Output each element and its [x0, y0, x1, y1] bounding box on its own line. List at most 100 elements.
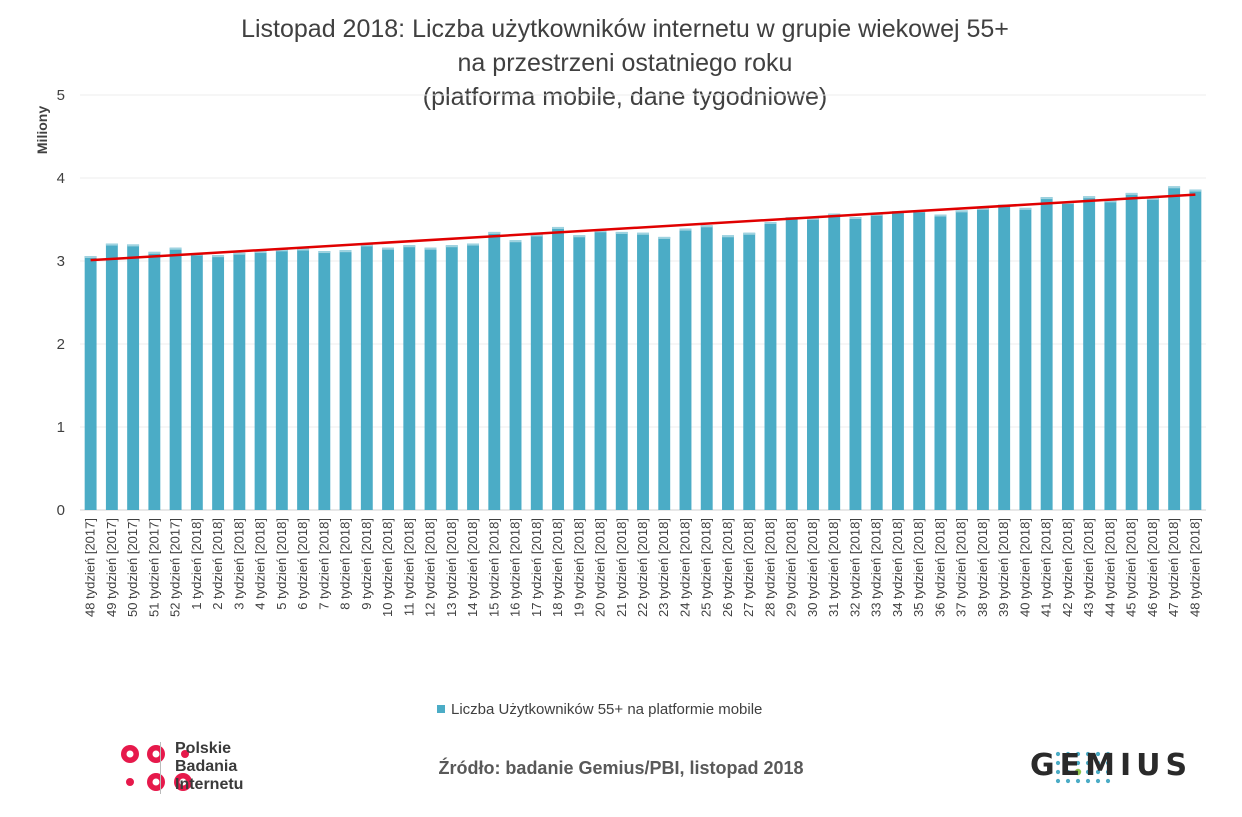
gemius-dot	[1074, 768, 1082, 776]
bar	[297, 248, 310, 511]
legend-label: Liczba Użytkowników 55+ na platformie mo…	[451, 700, 763, 718]
x-tick-label: 26 tydzień [2018]	[720, 518, 735, 617]
chart-plot: 0 1 2 3 4 5 48 tydzień [2017] 49 tydzień [2017…	[34, 87, 1206, 617]
x-tick-label: 45 tydzień [2018]	[1124, 518, 1139, 617]
x-tick-label: 48 tydzień [2017]	[83, 518, 98, 617]
bar	[382, 247, 395, 510]
bar	[870, 213, 883, 510]
x-tick-label: 42 tydzień [2018]	[1060, 518, 1075, 617]
gemius-dot	[1065, 751, 1071, 757]
bar-top-highlight	[1040, 197, 1053, 200]
x-tick-label: 52 tydzień [2017]	[168, 518, 183, 617]
bar	[615, 231, 628, 510]
x-tick-label: 6 tydzień [2018]	[295, 518, 310, 610]
x-tick-label: 1 tydzień [2018]	[189, 518, 204, 610]
gemius-dot	[1055, 760, 1061, 766]
bar-top-highlight	[573, 235, 586, 238]
bar-top-highlight	[594, 230, 607, 233]
gemius-dot	[1105, 751, 1111, 757]
gemius-dot	[1065, 778, 1071, 784]
x-tick-label: 23 tydzień [2018]	[656, 518, 671, 617]
bar	[849, 217, 862, 510]
bar-top-highlight	[658, 236, 671, 239]
bar	[722, 235, 734, 510]
y-tick-label: 1	[57, 419, 65, 436]
bar	[530, 234, 543, 510]
bar-top-highlight	[318, 251, 331, 254]
bar	[998, 204, 1011, 510]
bar-top-highlight	[467, 243, 479, 246]
x-tick-label: 12 tydzień [2018]	[423, 518, 438, 617]
bar-top-highlight	[275, 249, 288, 252]
bar-top-highlight	[1125, 192, 1138, 195]
x-tick-label: 49 tydzień [2017]	[104, 518, 119, 617]
bar-top-highlight	[105, 243, 118, 246]
bar	[955, 210, 968, 510]
y-tick-label: 0	[57, 502, 65, 519]
bar	[424, 247, 437, 510]
bar	[1146, 197, 1159, 511]
gemius-dots-icon	[1055, 751, 1111, 784]
gemius-dot	[1105, 769, 1111, 775]
bar	[445, 245, 458, 511]
bar-top-highlight	[509, 240, 522, 243]
bar	[1040, 197, 1053, 510]
bar-top-highlight	[445, 245, 458, 248]
bar-top-highlight	[722, 235, 734, 238]
x-tick-label: 15 tydzień [2018]	[486, 518, 501, 617]
bar	[1104, 200, 1117, 510]
y-tick-label: 5	[57, 87, 65, 104]
x-tick-label: 20 tydzień [2018]	[593, 518, 608, 617]
bar	[828, 213, 841, 510]
gemius-dot	[1095, 778, 1101, 784]
gemius-dot	[1095, 760, 1101, 766]
x-tick-label: 8 tydzień [2018]	[338, 518, 353, 610]
x-tick-label: 36 tydzień [2018]	[932, 518, 947, 617]
pbi-text-line-3: Internetu	[175, 776, 244, 793]
x-tick-label: 11 tydzień [2018]	[401, 518, 416, 616]
x-tick-label: 44 tydzień [2018]	[1102, 518, 1117, 617]
x-tick-label: 46 tydzień [2018]	[1145, 518, 1160, 617]
x-tick-label: 47 tydzień [2018]	[1166, 518, 1181, 617]
x-tick-label: 5 tydzień [2018]	[274, 518, 289, 610]
x-tick-label: 43 tydzień [2018]	[1081, 518, 1096, 617]
gemius-dot	[1075, 778, 1081, 784]
bar-top-highlight	[615, 231, 628, 234]
bar-top-highlight	[1104, 200, 1117, 203]
y-axis-label: Miliony	[34, 106, 50, 154]
chart-title: Listopad 2018: Liczba użytkowników inter…	[60, 12, 1190, 114]
bar	[467, 243, 479, 510]
bar	[743, 232, 756, 510]
x-tick-label: 14 tydzień [2018]	[465, 518, 480, 617]
bar-top-highlight	[637, 232, 649, 235]
x-tick-label: 32 tydzień [2018]	[847, 518, 862, 617]
x-tick-label: 38 tydzień [2018]	[975, 518, 990, 617]
bar	[233, 252, 246, 510]
bar-top-highlight	[360, 244, 373, 247]
bar-top-highlight	[148, 251, 161, 254]
bar-top-highlight	[955, 210, 968, 213]
bar-top-highlight	[552, 226, 564, 229]
x-tick-label: 34 tydzień [2018]	[890, 518, 905, 617]
bar-top-highlight	[403, 245, 416, 248]
bar	[637, 232, 649, 510]
bar	[360, 244, 373, 510]
x-tick-label: 25 tydzień [2018]	[699, 518, 714, 617]
bar-top-highlight	[297, 248, 310, 251]
gemius-dot	[1075, 751, 1081, 757]
bar-top-highlight	[679, 228, 692, 231]
bar	[105, 243, 118, 510]
bar	[700, 225, 713, 510]
x-tick-label: 39 tydzień [2018]	[996, 518, 1011, 617]
bar-top-highlight	[849, 217, 862, 220]
x-tick-label: 2 tydzień [2018]	[210, 518, 225, 610]
bar	[1019, 207, 1032, 510]
x-axis-ticks: 48 tydzień [2017] 49 tydzień [2017] 50 tyd…	[83, 518, 1203, 617]
bar	[318, 251, 331, 511]
x-tick-label: 48 tydzień [2018]	[1187, 518, 1202, 617]
bar	[764, 221, 777, 511]
bar-top-highlight	[700, 225, 713, 228]
bar	[84, 256, 97, 510]
bar-top-highlight	[382, 247, 395, 250]
bar-top-highlight	[212, 255, 225, 258]
